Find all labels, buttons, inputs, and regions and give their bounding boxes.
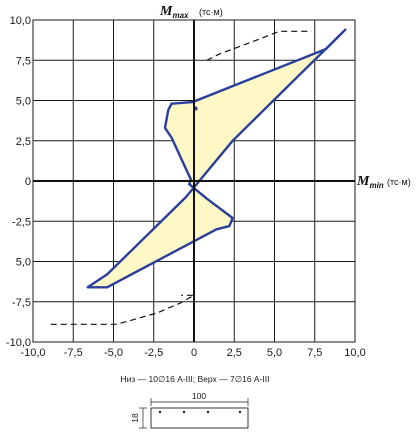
- tick-labels: 10,0 7,5 5,0 2,5 0 -2,5 5,0 -7,5 -10,0-10,0 -7,5 -…: [6, 15, 366, 359]
- y-tick-label: 0: [25, 176, 31, 188]
- x-axis-title: Mmin: [356, 174, 384, 190]
- interaction-diagram: 10,0 7,5 5,0 2,5 0 -2,5 5,0 -7,5 -10,0-10,0 -7,5 -…: [6, 4, 411, 359]
- axes: [32, 19, 356, 343]
- y-tick-label: 7,5: [16, 55, 31, 67]
- x-axis-unit: (тс·м): [387, 177, 411, 187]
- y-tick-label: -10,0: [6, 337, 31, 349]
- x-tick-label: 7,5: [307, 347, 322, 359]
- height-dimension-label: 18: [130, 413, 140, 423]
- x-tick-label: 0: [191, 347, 197, 359]
- x-tick-label: -5,0: [104, 347, 123, 359]
- y-axis-unit: (тс·м): [199, 7, 223, 17]
- series-envelope-area: [86, 28, 347, 289]
- x-tick-label: 2,5: [227, 347, 242, 359]
- y-tick-label: 2,5: [16, 136, 31, 148]
- y-tick-label: -7,5: [12, 297, 31, 309]
- y-tick-label: 5,0: [16, 257, 31, 269]
- rebar-top: [206, 410, 210, 414]
- reinforcement-caption: Низ — 10∅16 А-III; Верх — 7∅16 А-III: [120, 374, 270, 384]
- x-tick-label: -10,0: [20, 347, 45, 359]
- x-tick-label: -2,5: [144, 347, 163, 359]
- x-tick-label: 5,0: [267, 347, 282, 359]
- y-axis-title: Mmax: [159, 4, 189, 20]
- x-tick-label: -7,5: [64, 347, 83, 359]
- series-dashed-line: [50, 294, 197, 325]
- x-tick-label: 10,0: [344, 347, 365, 359]
- y-tick-label: -2,5: [12, 216, 31, 228]
- top-rebars: [158, 410, 242, 414]
- rebar-top: [158, 410, 162, 414]
- slab-section: [150, 407, 249, 429]
- rebar-top: [238, 410, 242, 414]
- y-tick-label: 5,0: [16, 96, 31, 108]
- y-tick-label: 10,0: [10, 15, 31, 27]
- plot-frame: [32, 19, 356, 343]
- width-dimension-label: 100: [192, 391, 206, 401]
- rebar-top: [182, 410, 186, 414]
